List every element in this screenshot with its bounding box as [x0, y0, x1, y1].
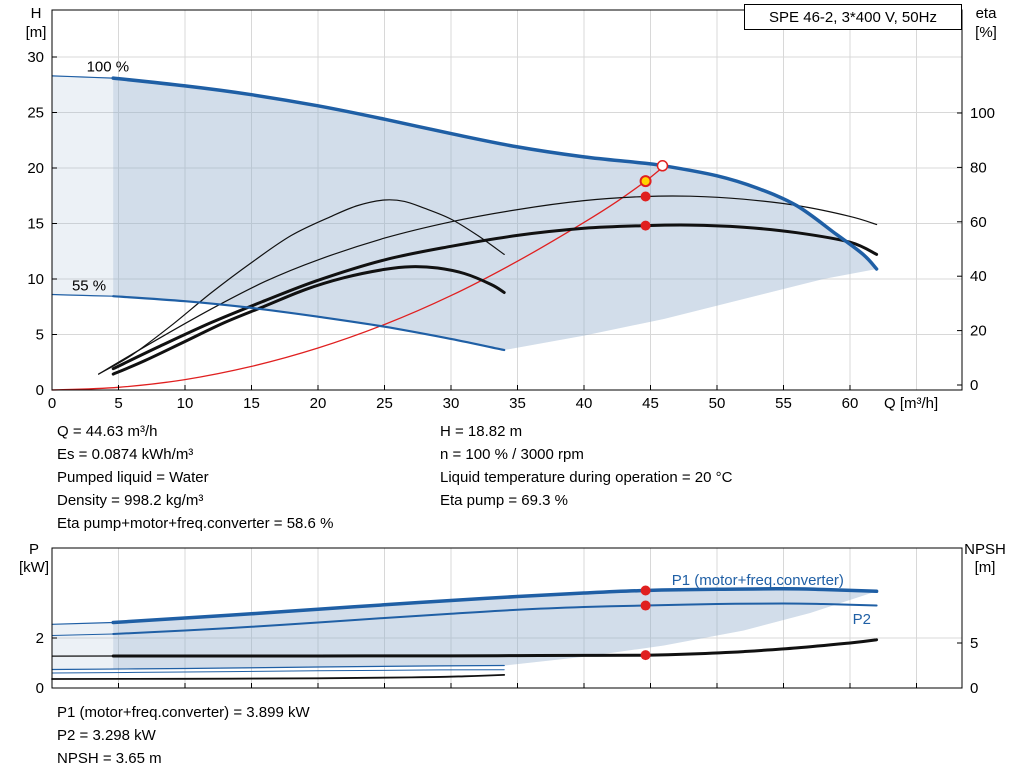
info-right-column: H = 18.82 m n = 100 % / 3000 rpm Liquid …: [440, 420, 732, 512]
eta-pump-100-curve: [98, 195, 878, 375]
npsh-axis-title: NPSH: [964, 541, 1006, 558]
left-axis-unit: [m]: [26, 24, 47, 41]
x-tick-label: 10: [177, 395, 194, 412]
info-line-npsh: NPSH = 3.65 m: [57, 750, 162, 767]
speed-envelope-main: [113, 78, 877, 350]
x-tick-label: 35: [509, 395, 526, 412]
x-tick-label: 60: [842, 395, 859, 412]
curve-label: P2: [853, 611, 871, 628]
right-tick-label: 20: [970, 323, 987, 340]
info-line-liquid: Pumped liquid = Water: [57, 469, 209, 486]
left-tick-label: 0: [36, 382, 44, 399]
left-tick-label: 15: [27, 216, 44, 233]
x-tick-label: 45: [642, 395, 659, 412]
p1-55-curve: [51, 664, 505, 671]
right-tick-label: 5: [970, 635, 978, 652]
info-left-column: Q = 44.63 m³/h Es = 0.0874 kWh/m³ Pumped…: [57, 420, 333, 535]
power-info: P1 (motor+freq.converter) = 3.899 kW P2 …: [57, 701, 310, 770]
pump-title: SPE 46-2, 3*400 V, 50Hz: [769, 9, 937, 26]
p2-point: [640, 600, 651, 611]
control-curve-red: [51, 168, 662, 391]
info-line-temperature: Liquid temperature during operation = 20…: [440, 469, 733, 486]
plot-border: [51, 9, 963, 391]
info-line-density: Density = 998.2 kg/m³: [57, 492, 204, 509]
left-axis-title: H: [31, 5, 42, 22]
x-tick-label: 50: [709, 395, 726, 412]
right-axis-unit: [%]: [975, 24, 997, 41]
left-tick-label: 10: [27, 271, 44, 288]
x-tick-label: 0: [48, 395, 56, 412]
left-tick-label: 20: [27, 160, 44, 177]
speed-envelope-light: [52, 75, 877, 351]
left-tick-label: 25: [27, 105, 44, 122]
x-axis-label: Q [m³/h]: [884, 395, 938, 412]
p2-lead: [51, 633, 114, 636]
info-line-p2: P2 = 3.298 kW: [57, 727, 156, 744]
x-tick-label: 25: [376, 395, 393, 412]
power-chart-generated: 0 2 0 5 P1 (motor+freq.converter) P2: [36, 547, 978, 697]
right-tick-label: 40: [970, 268, 987, 285]
curve-label: P1 (motor+freq.converter): [672, 572, 844, 589]
right-tick-label: 0: [970, 680, 978, 697]
npsh-55-curve: [51, 674, 506, 680]
p2-55-curve: [51, 669, 505, 674]
x-tick-label: 5: [114, 395, 122, 412]
power-npsh-chart: 0 2 0 5 P1 (motor+freq.converter) P2 P [kW] N…: [19, 541, 1006, 697]
info-line-es: Es = 0.0874 kWh/m³: [57, 446, 194, 463]
title-box: [744, 4, 962, 30]
eta-total-55-curve: [111, 265, 506, 376]
right-tick-label: 60: [970, 214, 987, 231]
info-line-speed: n = 100 % / 3000 rpm: [440, 446, 584, 463]
npsh-curve: [111, 638, 879, 658]
eta-pump-55-curve: [98, 199, 505, 375]
curve-label: 55 %: [72, 278, 106, 295]
eta-pump-point: [640, 191, 651, 202]
info-line-eta-pump: Eta pump = 69.3 %: [440, 492, 568, 509]
left-tick-label: 30: [27, 49, 44, 66]
npsh-axis-unit: [m]: [975, 559, 996, 576]
left-tick-label: 0: [36, 680, 44, 697]
right-tick-label: 0: [970, 377, 978, 394]
power-axis-title: P: [29, 541, 39, 558]
head-55-curve: [112, 295, 506, 352]
eta-total-100-curve: [111, 223, 879, 371]
npsh-point: [640, 650, 651, 661]
p1-lead: [51, 621, 114, 625]
requested-point: [656, 160, 669, 172]
duty-point: [639, 175, 652, 188]
head-55-lead: [51, 293, 114, 297]
head-chart-generated: 0 5 10 15 20 25 30 35 40 45 50 55 60 0 5 10 15 20 25 30 0 20 4…: [27, 9, 995, 412]
p2-curve: [112, 602, 878, 635]
right-tick-label: 100: [970, 105, 995, 122]
power-envelope-light: [52, 588, 877, 670]
head-capacity-chart: 0 5 10 15 20 25 30 35 40 45 50 55 60 0 5 10 15 20 25 30 0 20 4…: [26, 4, 998, 412]
power-axis-unit: [kW]: [19, 559, 49, 576]
curve-label: 100 %: [87, 58, 130, 75]
head-100-lead: [51, 75, 114, 79]
head-100-curve: [111, 76, 879, 271]
info-line-p1: P1 (motor+freq.converter) = 3.899 kW: [57, 704, 310, 721]
info-line-eta-total: Eta pump+motor+freq.converter = 58.6 %: [57, 515, 334, 532]
p1-point: [640, 585, 651, 596]
x-tick-label: 15: [243, 395, 260, 412]
power-envelope-main: [113, 588, 877, 670]
right-tick-label: 80: [970, 159, 987, 176]
info-line-h: H = 18.82 m: [440, 423, 523, 440]
eta-total-point: [640, 220, 651, 231]
right-axis-title: eta: [976, 5, 998, 22]
left-tick-label: 5: [36, 327, 44, 344]
x-tick-label: 20: [310, 395, 327, 412]
info-line-q: Q = 44.63 m³/h: [57, 423, 158, 440]
p1-curve: [111, 587, 879, 625]
left-tick-label: 2: [36, 630, 44, 647]
x-tick-label: 30: [443, 395, 460, 412]
plot-border: [51, 547, 963, 689]
x-tick-label: 55: [775, 395, 792, 412]
x-tick-label: 40: [576, 395, 593, 412]
